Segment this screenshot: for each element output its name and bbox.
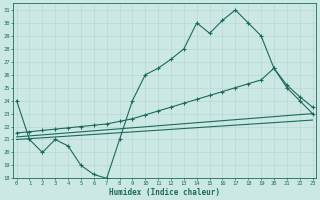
X-axis label: Humidex (Indice chaleur): Humidex (Indice chaleur) xyxy=(109,188,220,197)
